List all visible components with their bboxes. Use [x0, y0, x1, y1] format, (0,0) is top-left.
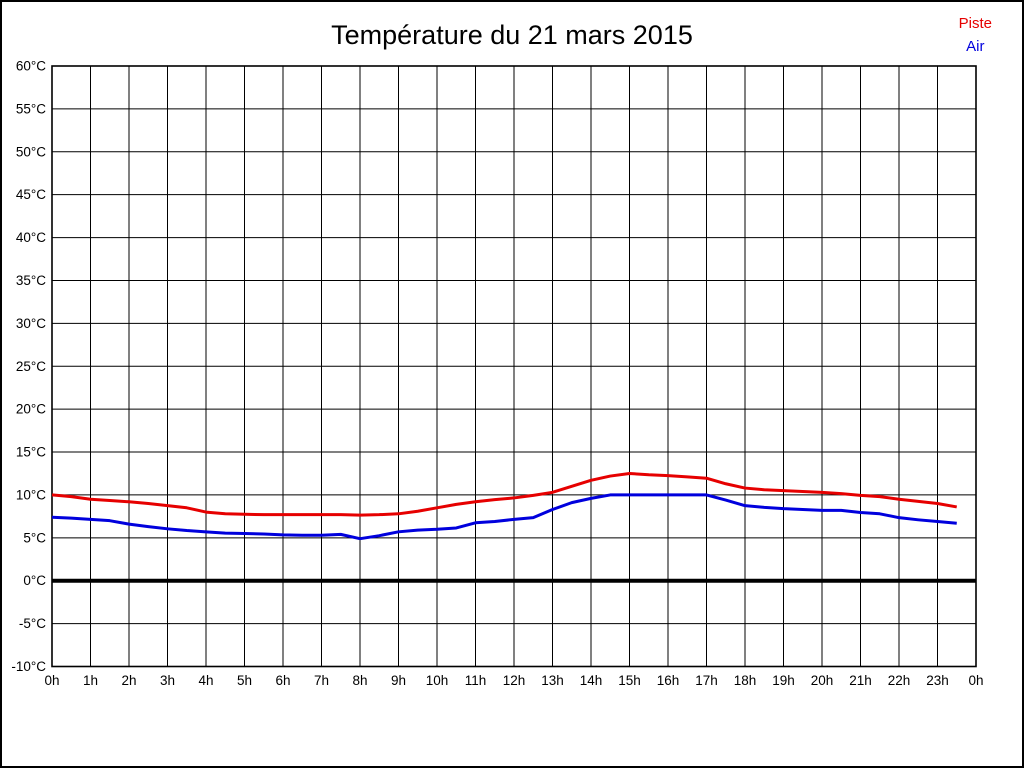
- x-axis-tick-label: 13h: [541, 673, 564, 688]
- y-axis-tick-label: 15°C: [16, 445, 46, 460]
- x-axis-tick-label: 5h: [237, 673, 252, 688]
- x-axis-tick-label: 10h: [426, 673, 449, 688]
- x-axis-tick-label: 23h: [926, 673, 949, 688]
- x-axis-tick-label: 1h: [83, 673, 98, 688]
- x-axis-tick-label: 16h: [657, 673, 680, 688]
- y-axis-tick-label: 5°C: [23, 530, 46, 545]
- x-axis-tick-label: 6h: [275, 673, 290, 688]
- legend-item-piste: Piste: [958, 15, 992, 32]
- y-axis-tick-label: 25°C: [16, 359, 46, 374]
- x-axis-tick-label: 17h: [695, 673, 718, 688]
- x-axis-tick-label: 12h: [503, 673, 526, 688]
- x-axis-tick-label: 0h: [968, 673, 983, 688]
- x-axis-tick-label: 19h: [772, 673, 795, 688]
- y-axis-tick-label: 45°C: [16, 187, 46, 202]
- x-axis-tick-label: 22h: [888, 673, 911, 688]
- x-axis-tick-label: 9h: [391, 673, 406, 688]
- y-axis-tick-label: 60°C: [16, 59, 46, 74]
- y-axis-tick-label: 40°C: [16, 230, 46, 245]
- y-axis-tick-label: 55°C: [16, 101, 46, 116]
- y-axis-tick-label: 0°C: [23, 573, 46, 588]
- x-axis-tick-label: 11h: [465, 673, 487, 688]
- y-axis-tick-label: 20°C: [16, 402, 46, 417]
- x-axis-tick-label: 7h: [314, 673, 329, 688]
- x-axis-tick-label: 2h: [121, 673, 136, 688]
- air-temperature-line: [51, 493, 957, 541]
- x-axis-tick-label: 14h: [580, 673, 603, 688]
- chart-title: Température du 21 mars 2015: [331, 20, 693, 50]
- legend-item-air: Air: [966, 38, 985, 55]
- y-axis-tick-label: 30°C: [16, 316, 46, 331]
- x-axis-tick-label: 21h: [849, 673, 872, 688]
- x-axis-tick-label: 20h: [811, 673, 834, 688]
- x-axis-tick-label: 18h: [734, 673, 757, 688]
- x-axis-tick-label: 0h: [44, 673, 59, 688]
- x-axis-tick-label: 15h: [618, 673, 641, 688]
- legend: Piste Air: [959, 12, 992, 58]
- piste-temperature-line: [51, 471, 958, 517]
- x-axis-tick-label: 4h: [198, 673, 213, 688]
- y-axis-tick-label: 35°C: [16, 273, 46, 288]
- x-axis-tick-label: 3h: [160, 673, 175, 688]
- x-axis-tick-label: 8h: [352, 673, 367, 688]
- y-axis-tick-label: 10°C: [16, 487, 46, 502]
- y-axis-tick-label: -5°C: [19, 616, 46, 631]
- plot-border: [51, 65, 977, 668]
- y-axis-tick-label: -10°C: [11, 659, 46, 674]
- y-axis-tick-label: 50°C: [16, 144, 46, 159]
